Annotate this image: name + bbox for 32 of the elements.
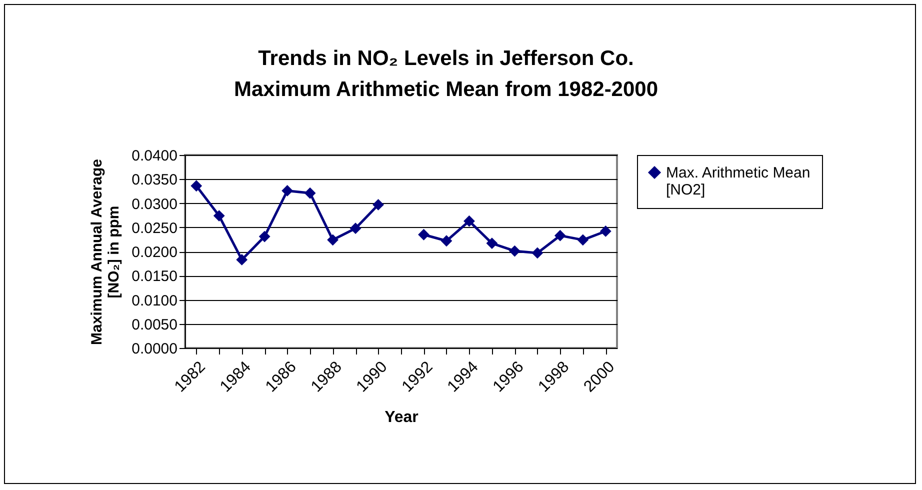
point: [258, 230, 270, 242]
y-tick-label: 0.0150: [132, 268, 178, 286]
point: [440, 235, 452, 247]
y-axis-title: Maximum Annual Average [NO₂] in ppm: [88, 159, 123, 345]
y-tick-label: 0.0200: [132, 244, 178, 261]
point: [327, 234, 338, 246]
point: [190, 180, 202, 192]
point: [213, 210, 225, 222]
chart-title: Trends in NO₂ Levels in Jefferson Co.: [258, 47, 634, 70]
y-tick-label: 0.0300: [132, 196, 178, 213]
y-tick-label: 0.0000: [132, 340, 178, 358]
point: [554, 230, 566, 242]
point: [304, 187, 316, 199]
point: [282, 185, 294, 196]
point: [418, 228, 430, 240]
legend-label: Max. Arithmetic Mean [NO2]: [666, 164, 810, 198]
point: [236, 254, 248, 266]
y-tick-label: 0.0400: [132, 148, 178, 164]
point: [464, 215, 475, 227]
point: [486, 238, 498, 249]
point: [532, 247, 544, 259]
y-tick-label: 0.0050: [132, 316, 178, 334]
y-tick-label: 0.0100: [132, 292, 178, 310]
x-axis-title: Year: [384, 408, 418, 426]
point: [372, 198, 384, 210]
point: [350, 222, 362, 234]
y-tick-label: 0.0250: [132, 220, 178, 237]
y-tick-label: 0.0350: [132, 172, 178, 189]
point: [508, 245, 520, 257]
chart-subtitle: Maximum Arithmetic Mean from 1982-2000: [234, 78, 658, 101]
point: [577, 234, 589, 246]
point: [600, 226, 612, 237]
